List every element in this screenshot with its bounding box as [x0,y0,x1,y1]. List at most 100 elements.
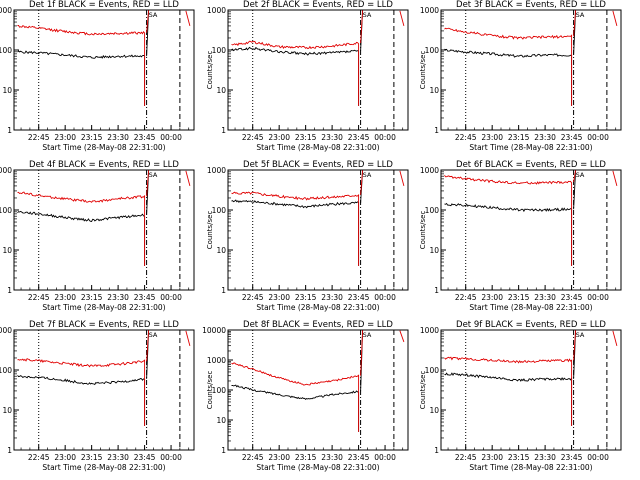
x-axis-label: Start Time (28-May-08 22:31:00) [469,143,592,152]
sa-marker-label: SA [576,171,585,179]
lld-edge-spike [185,170,191,187]
x-tick-label: 00:00 [587,133,609,142]
x-tick-label: 00:00 [374,293,396,302]
panel-title: Det 7f BLACK = Events, RED = LLD [29,320,179,330]
sa-marker-label: SA [576,11,585,19]
x-tick-label: 22:45 [242,133,264,142]
plot-frame [440,169,622,291]
x-axis-label: Start Time (28-May-08 22:31:00) [469,303,592,312]
panel-title: Det 1f BLACK = Events, RED = LLD [29,0,179,10]
x-tick-label: 23:45 [134,453,156,462]
lld-spike [360,10,364,44]
plot-frame [227,169,409,291]
x-axis-label: Start Time (28-May-08 22:31:00) [42,143,165,152]
y-tick-label: 1000 [420,6,439,15]
lld-series-line [17,357,146,426]
x-tick-label: 23:45 [348,453,370,462]
x-tick-label: 23:00 [54,453,76,462]
lld-spike [146,10,150,33]
x-tick-label: 22:45 [455,133,477,142]
y-tick-label: 1 [221,286,226,295]
x-tick-label: 23:30 [107,133,129,142]
y-tick-label: 10000 [202,326,226,335]
x-tick-label: 23:30 [534,453,556,462]
x-axis-label: Start Time (28-May-08 22:31:00) [256,143,379,152]
lld-edge-spike [612,10,618,27]
lld-series-line [444,175,573,266]
y-tick-label: 1 [434,446,439,455]
x-tick-label: 00:00 [587,453,609,462]
x-tick-label: 23:45 [348,293,370,302]
panel-det-9: Det 9f BLACK = Events, RED = LLD 1 10 100 10… [419,320,622,472]
y-tick-label: 100 [212,46,227,55]
events-series-line [444,48,573,106]
x-tick-label: 23:30 [534,293,556,302]
panel-title: Det 5f BLACK = Events, RED = LLD [243,160,393,170]
y-tick-label: 1000 [207,6,226,15]
x-tick-label: 23:15 [508,453,530,462]
lld-spike [146,170,150,197]
y-tick-label: 10 [429,246,439,255]
x-tick-label: 00:00 [160,293,182,302]
panel-det-3: Det 3f BLACK = Events, RED = LLD 1 10 100 10… [419,0,622,152]
y-tick-label: 1 [7,126,12,135]
panel-title: Det 3f BLACK = Events, RED = LLD [456,0,606,10]
lld-edge-spike [185,10,191,27]
y-tick-label: 1000 [207,356,226,365]
plot-frame [227,9,409,131]
x-tick-label: 22:45 [242,293,264,302]
panel-det-2: Det 2f BLACK = Events, RED = LLD 1 10 100 10… [206,0,409,152]
y-tick-label: 10 [216,416,226,425]
y-tick-label: 1000 [0,166,12,175]
lld-series-line [17,191,146,266]
lld-spike [360,170,364,195]
x-tick-label: 23:00 [54,133,76,142]
y-axis-label: Counts/sec [419,371,427,410]
lld-edge-spike [185,330,191,347]
x-tick-label: 23:45 [348,133,370,142]
y-tick-label: 10 [2,406,12,415]
lld-series-line [231,40,360,106]
y-tick-label: 1000 [420,166,439,175]
y-tick-label: 1 [434,286,439,295]
panel-title: Det 2f BLACK = Events, RED = LLD [243,0,393,10]
y-tick-label: 100 [212,386,227,395]
panel-det-8: Det 8f BLACK = Events, RED = LLD 1 10 100 10… [202,320,409,472]
y-axis-label: Counts/sec [419,51,427,90]
x-tick-label: 23:00 [268,293,290,302]
y-tick-label: 100 [0,46,12,55]
x-tick-label: 22:45 [455,453,477,462]
events-series-line [231,46,360,106]
y-tick-label: 10 [216,86,226,95]
lld-spike [573,170,577,183]
panel-title: Det 9f BLACK = Events, RED = LLD [456,320,606,330]
x-tick-label: 23:15 [295,293,317,302]
events-series-line [231,199,360,266]
x-tick-label: 22:45 [28,293,50,302]
panel-title: Det 6f BLACK = Events, RED = LLD [456,160,606,170]
y-tick-label: 1000 [420,326,439,335]
x-tick-label: 23:30 [321,133,343,142]
y-tick-label: 1000 [207,166,226,175]
lld-spike [573,10,577,37]
events-series-line [444,202,573,266]
x-tick-label: 00:00 [160,453,182,462]
lld-edge-spike [399,170,405,187]
x-tick-label: 23:00 [268,133,290,142]
y-tick-label: 100 [425,46,440,55]
x-tick-label: 00:00 [160,133,182,142]
x-tick-label: 23:15 [81,453,103,462]
lld-edge-spike [399,330,405,343]
lld-spike [360,330,364,376]
x-tick-label: 23:15 [81,133,103,142]
x-tick-label: 23:45 [561,293,583,302]
x-tick-label: 23:30 [321,453,343,462]
lld-spike [573,330,577,361]
events-series-line [17,50,146,106]
x-tick-label: 23:00 [481,133,503,142]
lld-series-line [444,27,573,106]
x-tick-label: 23:15 [508,133,530,142]
y-tick-label: 100 [0,366,12,375]
x-axis-label: Start Time (28-May-08 22:31:00) [42,463,165,472]
events-series-line [444,372,573,426]
